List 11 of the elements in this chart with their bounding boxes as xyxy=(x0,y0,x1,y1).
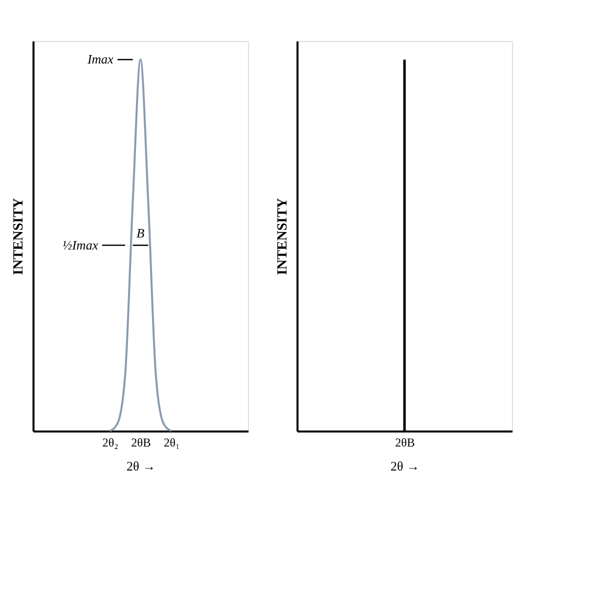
y-axis-title: INTENSITY xyxy=(12,198,26,276)
x-tick-label: 2θ₂ xyxy=(102,436,118,450)
annotation: ½Imax xyxy=(62,237,98,252)
y-axis-title: INTENSITY xyxy=(276,198,290,276)
x-tick-label: 2θB xyxy=(395,436,415,450)
annotation: B xyxy=(136,225,145,240)
x-axis-title: 2θ → xyxy=(390,458,420,474)
annotation: Imax xyxy=(86,52,114,67)
x-axis-title: 2θ → xyxy=(126,458,156,474)
x-tick-label: 2θB xyxy=(131,436,151,450)
x-tick-label: 2θ₁ xyxy=(164,436,180,450)
